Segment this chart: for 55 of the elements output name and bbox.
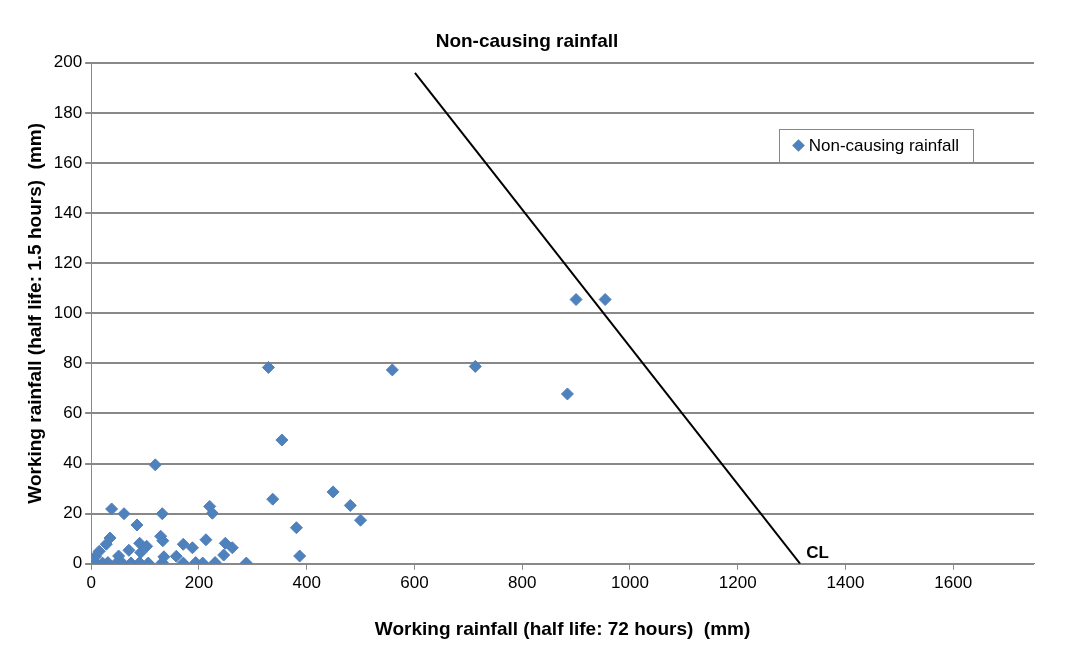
point [130, 518, 144, 532]
point [155, 507, 169, 521]
x-tick-label: 0 [86, 572, 96, 592]
y-tick-label: 80 [63, 353, 83, 373]
y-tick-label: 120 [53, 252, 83, 272]
point [293, 549, 307, 563]
point [199, 533, 213, 547]
x-tick-label: 600 [400, 572, 429, 592]
x-tick-label: 200 [184, 572, 214, 592]
y-tick-label: 200 [53, 52, 83, 72]
point [122, 543, 136, 557]
point [169, 549, 183, 563]
legend-label: Non-causing rainfall [808, 135, 959, 156]
chart-title: Non-causing rainfall [435, 29, 619, 51]
y-tick-label: 20 [63, 503, 83, 523]
point [205, 506, 219, 520]
series-label: CL [806, 542, 829, 562]
x-tick-label: 800 [507, 572, 537, 592]
point [134, 546, 148, 560]
x-tick-label: 1200 [718, 572, 757, 592]
point [225, 541, 239, 555]
point [354, 513, 368, 527]
x-axis-title: Working rainfall (half life: 72 hours) (mm) [374, 617, 751, 639]
point [217, 548, 231, 562]
y-tick-label: 140 [53, 202, 83, 222]
point [105, 502, 119, 516]
point [468, 359, 482, 373]
point [289, 521, 303, 535]
point [99, 537, 113, 551]
point [117, 507, 131, 521]
point [569, 293, 583, 307]
x-tick-label: 1600 [934, 572, 973, 592]
point [343, 498, 357, 512]
y-tick-label: 0 [72, 553, 83, 573]
point [185, 541, 199, 555]
x-tick-label: 1400 [826, 572, 865, 592]
y-tick-label: 40 [63, 453, 83, 473]
point [176, 537, 190, 551]
y-tick-label: 160 [53, 152, 83, 172]
y-tick-label: 60 [63, 403, 83, 423]
point [148, 458, 162, 472]
point [218, 536, 232, 550]
point [385, 363, 399, 377]
point [560, 387, 574, 401]
point [598, 293, 612, 307]
y-tick-label: 180 [53, 102, 83, 122]
x-tick-label: 1000 [611, 572, 649, 592]
point [275, 433, 289, 447]
point [140, 539, 154, 553]
y-axis-title: Working rainfall (half life: 1.5 hours) (mm) [23, 122, 45, 504]
point [326, 485, 340, 499]
point [266, 492, 280, 506]
x-tick-label: 400 [292, 572, 321, 592]
y-tick-label: 100 [53, 302, 83, 322]
point [261, 360, 275, 374]
